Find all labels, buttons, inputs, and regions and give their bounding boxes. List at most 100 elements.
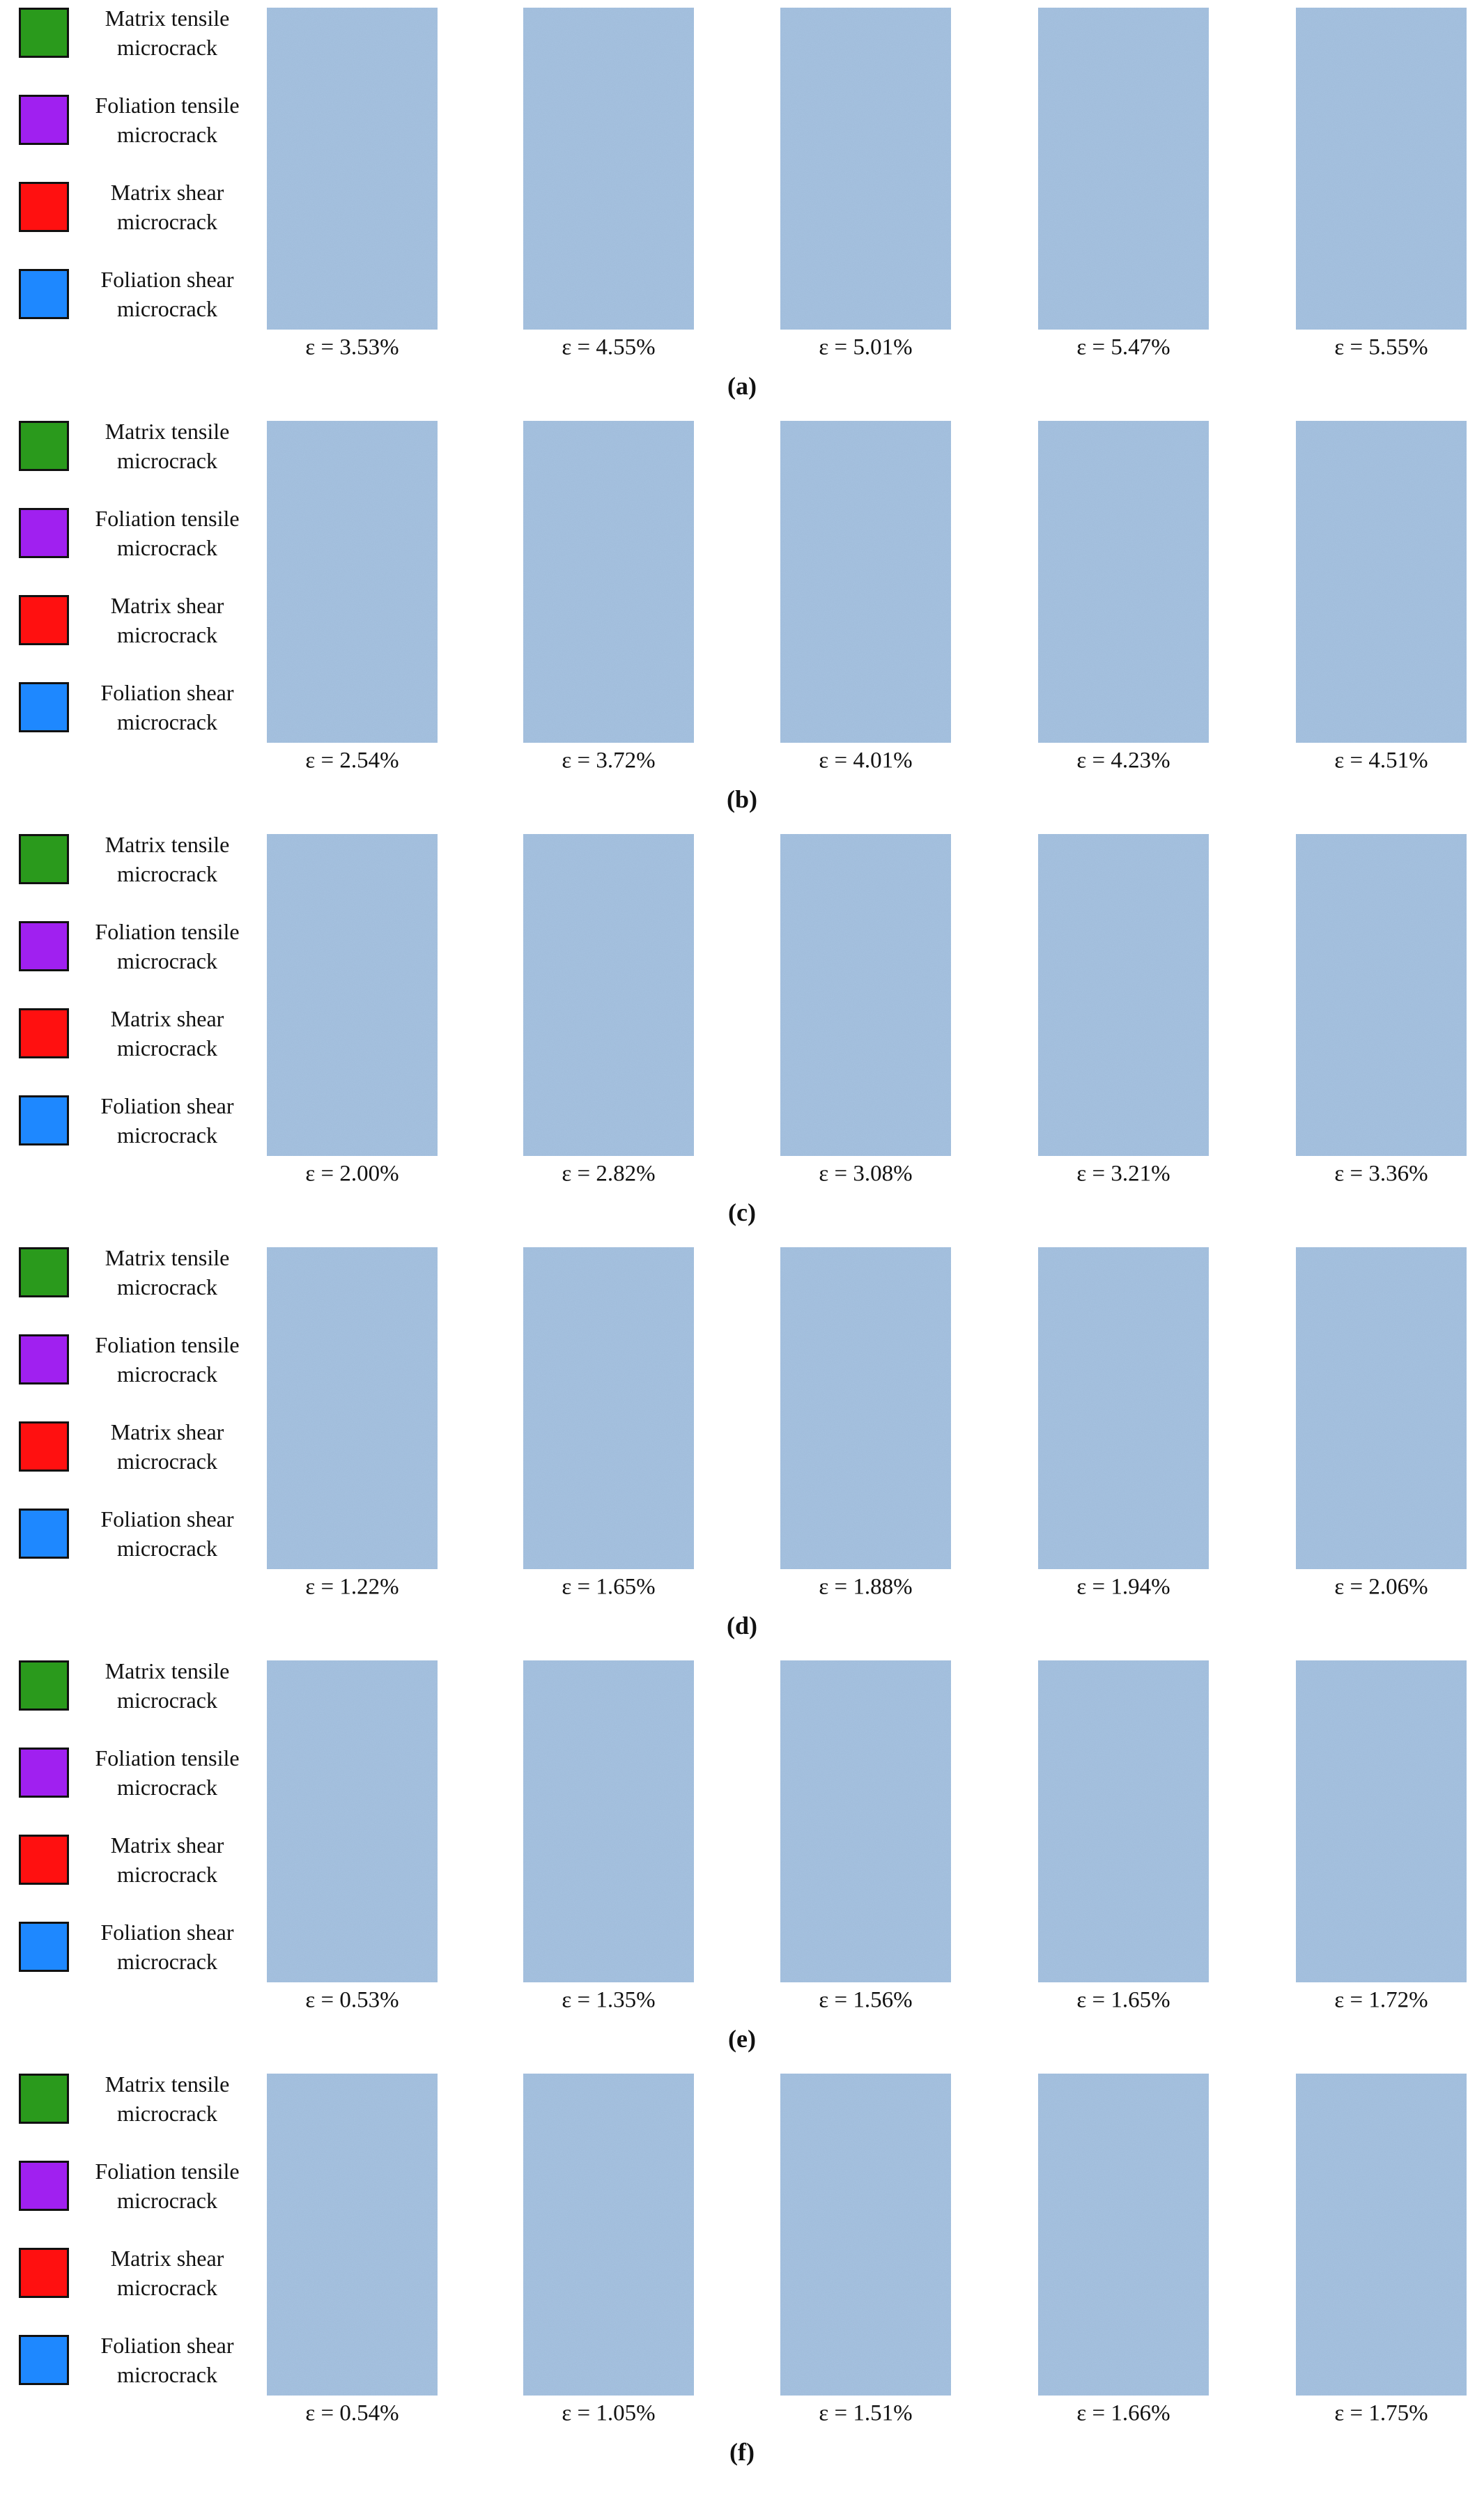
strain-label: ε = 3.72% — [562, 748, 656, 773]
strain-label: ε = 1.66% — [1076, 2400, 1170, 2426]
specimen — [1038, 8, 1209, 330]
specimen — [1296, 8, 1467, 330]
legend-swatch — [19, 182, 69, 232]
strain-label: ε = 3.36% — [1334, 1161, 1428, 1187]
legend-swatch — [19, 834, 69, 884]
simulation-panel — [780, 834, 951, 1156]
strain-label: ε = 4.01% — [819, 748, 913, 773]
strain-label: ε = 3.53% — [305, 334, 399, 360]
strain-label: ε = 2.06% — [1334, 1574, 1428, 1600]
simulation-panel — [1296, 2074, 1467, 2396]
strain-label: ε = 1.94% — [1076, 1574, 1170, 1600]
strain-label: ε = 2.54% — [305, 748, 399, 773]
legend-swatch — [19, 8, 69, 58]
simulation-panel — [1038, 1660, 1209, 1982]
legend-swatch — [19, 595, 69, 645]
specimen — [523, 834, 694, 1156]
strain-label: ε = 5.01% — [819, 334, 913, 360]
legend-swatch — [19, 1748, 69, 1798]
simulation-panel — [1296, 421, 1467, 743]
strain-label: ε = 1.56% — [819, 1987, 913, 2013]
specimen — [267, 421, 438, 743]
legend-swatch — [19, 2074, 69, 2124]
specimen — [780, 1247, 951, 1569]
legend-swatch — [19, 95, 69, 145]
simulation-panel — [523, 421, 694, 743]
strain-label: ε = 0.53% — [305, 1987, 399, 2013]
simulation-panel — [780, 2074, 951, 2396]
legend-swatch — [19, 1660, 69, 1711]
simulation-panel — [267, 421, 438, 743]
legend-label: Matrix shear microcrack — [110, 2246, 224, 2300]
specimen — [523, 8, 694, 330]
legend-label: Foliation shear microcrack — [100, 1920, 234, 1974]
strain-label: ε = 4.23% — [1076, 748, 1170, 773]
legend-label: Matrix shear microcrack — [110, 1006, 224, 1060]
strain-label: ε = 0.54% — [305, 2400, 399, 2426]
strain-label: ε = 1.35% — [562, 1987, 656, 2013]
specimen — [780, 2074, 951, 2396]
specimen — [780, 421, 951, 743]
strain-label: ε = 1.05% — [562, 2400, 656, 2426]
legend-swatch — [19, 1835, 69, 1885]
row-label: (c) — [728, 1198, 756, 1226]
row-label: (d) — [727, 1612, 757, 1640]
strain-label: ε = 1.51% — [819, 2400, 913, 2426]
strain-label: ε = 4.51% — [1334, 748, 1428, 773]
legend-label: Foliation tensile microcrack — [95, 1332, 240, 1387]
simulation-panel — [1296, 1660, 1467, 1982]
legend-label: Foliation shear microcrack — [100, 1093, 234, 1148]
specimen — [267, 8, 438, 330]
specimen — [267, 2074, 438, 2396]
specimen — [1296, 1660, 1467, 1982]
legend-swatch — [19, 508, 69, 558]
legend-label: Matrix tensile microcrack — [105, 832, 230, 886]
legend-label: Foliation shear microcrack — [100, 1506, 234, 1561]
strain-label: ε = 1.75% — [1334, 2400, 1428, 2426]
specimen — [1038, 2074, 1209, 2396]
specimen — [1038, 1247, 1209, 1569]
simulation-panel — [523, 1660, 694, 1982]
legend-label: Matrix tensile microcrack — [105, 2072, 230, 2126]
row-label: (f) — [729, 2438, 755, 2466]
specimen — [1296, 421, 1467, 743]
legend-swatch — [19, 1095, 69, 1145]
specimen — [523, 421, 694, 743]
simulation-panel — [267, 8, 438, 330]
legend-swatch — [19, 1334, 69, 1384]
simulation-panel — [1038, 834, 1209, 1156]
specimen — [1038, 1660, 1209, 1982]
simulation-panel — [780, 1660, 951, 1982]
legend-label: Matrix tensile microcrack — [105, 1658, 230, 1713]
legend-swatch — [19, 1922, 69, 1972]
specimen — [780, 8, 951, 330]
legend-swatch — [19, 2335, 69, 2385]
simulation-panel — [267, 834, 438, 1156]
legend-label: Matrix shear microcrack — [110, 180, 224, 234]
legend-swatch — [19, 2161, 69, 2211]
simulation-panel — [1038, 1247, 1209, 1569]
simulation-panel — [523, 8, 694, 330]
legend-swatch — [19, 1509, 69, 1559]
specimen — [1038, 421, 1209, 743]
specimen — [780, 834, 951, 1156]
simulation-panel — [267, 2074, 438, 2396]
legend-label: Foliation tensile microcrack — [95, 506, 240, 560]
legend-swatch — [19, 1421, 69, 1472]
legend-label: Foliation tensile microcrack — [95, 1745, 240, 1800]
specimen — [267, 1247, 438, 1569]
legend-label: Matrix tensile microcrack — [105, 6, 230, 60]
specimen — [267, 1660, 438, 1982]
simulation-panel — [1038, 421, 1209, 743]
strain-label: ε = 5.55% — [1334, 334, 1428, 360]
legend-label: Matrix shear microcrack — [110, 593, 224, 647]
legend-swatch — [19, 1247, 69, 1297]
legend-label: Foliation tensile microcrack — [95, 93, 240, 147]
specimen — [523, 1660, 694, 1982]
strain-label: ε = 1.65% — [1076, 1987, 1170, 2013]
legend-swatch — [19, 2248, 69, 2298]
strain-label: ε = 2.82% — [562, 1161, 656, 1187]
legend-swatch — [19, 921, 69, 971]
specimen — [523, 2074, 694, 2396]
